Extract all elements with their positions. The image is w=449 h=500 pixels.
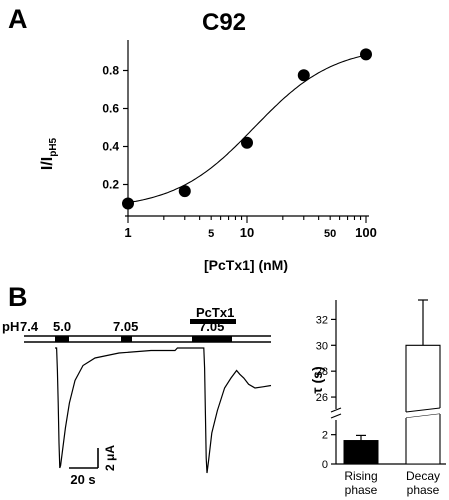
- x-tick-label: 100: [355, 225, 377, 240]
- data-points: [122, 48, 372, 210]
- bar-break-line: [405, 407, 441, 413]
- y-tick-label: 0.2: [102, 178, 119, 192]
- data-point: [241, 136, 253, 149]
- ph-value-1: 7.4: [20, 319, 39, 334]
- current-trace-panel: PcTx1 pH 7.4 5.0 7.05 7.05 2 μA 20 s: [2, 305, 272, 487]
- bar-decay-phase-lower: [405, 414, 441, 465]
- ph-label: pH: [2, 319, 19, 334]
- y-axis-label-main: I/I: [39, 157, 56, 170]
- toxin-bar: [190, 319, 236, 324]
- bar-decay-phase-upper: [405, 344, 441, 412]
- axes: 0.2 0.4 0.6 0.8 1 5 10 50 100: [102, 40, 377, 240]
- x-tick-label: 1: [124, 225, 131, 240]
- time-constant-bar-chart: τ (s) 0 2 26 28 30 32 Rising phase Decay phas…: [309, 299, 446, 497]
- x-axis-label: [PcTx1] (nM): [204, 257, 288, 273]
- category-label-decay-2: phase: [407, 483, 440, 497]
- ph-value-2: 5.0: [53, 319, 71, 334]
- trace-line: [55, 347, 272, 474]
- y-tick-label: 0: [322, 459, 328, 471]
- ph-pulse-2: [121, 336, 132, 342]
- ph-value-4: 7.05: [199, 319, 224, 334]
- ph-value-3: 7.05: [113, 319, 138, 334]
- y-tick-label: 26: [316, 392, 328, 404]
- y-axis-label: I/IpH5: [39, 137, 59, 170]
- axis-break-mark: [330, 407, 342, 413]
- x-tick-label: 5: [208, 228, 214, 240]
- scale-time-label: 20 s: [70, 472, 95, 487]
- scale-current-label: 2 μA: [103, 445, 117, 471]
- y-tick-label: 32: [316, 314, 328, 326]
- data-point: [297, 69, 310, 82]
- ph-pulse-3: [192, 336, 232, 342]
- bar-axes: 0 2 26 28 30 32: [316, 300, 446, 471]
- fit-line: [127, 54, 367, 204]
- ph-pulse-1: [55, 336, 69, 342]
- x-tick-label: 50: [324, 228, 336, 240]
- bar-rising-phase: [343, 440, 379, 465]
- category-label-rising-2: phase: [345, 483, 378, 497]
- y-tick-label: 28: [316, 366, 328, 378]
- chart-title: C92: [202, 9, 246, 36]
- axis-break-mark: [330, 413, 342, 419]
- x-tick-label: 10: [240, 225, 254, 240]
- y-tick-label: 30: [316, 340, 328, 352]
- panel-a-label: A: [8, 4, 28, 34]
- panel-b-label: B: [8, 282, 28, 312]
- y-tick-label: 0.4: [102, 140, 119, 154]
- current-trace: [55, 347, 272, 474]
- dose-response-chart: C92 [PcTx1] (nM) I/IpH5 0.2 0.4 0.6 0.8 1 5 10…: [39, 9, 377, 273]
- y-tick-label: 0.6: [102, 102, 119, 116]
- bars: [343, 299, 441, 465]
- toxin-label: PcTx1: [196, 305, 234, 320]
- data-point: [360, 48, 372, 61]
- bar-y-axis-label: τ (s): [309, 366, 325, 393]
- y-tick-label: 0.8: [102, 64, 119, 78]
- category-label-rising-1: Rising: [344, 469, 377, 483]
- category-label-decay-1: Decay: [406, 469, 440, 483]
- y-axis-label-sub: pH5: [48, 137, 59, 156]
- data-point: [178, 185, 191, 198]
- y-tick-label: 2: [322, 430, 328, 442]
- data-point: [122, 197, 134, 210]
- fit-curve: [127, 54, 367, 204]
